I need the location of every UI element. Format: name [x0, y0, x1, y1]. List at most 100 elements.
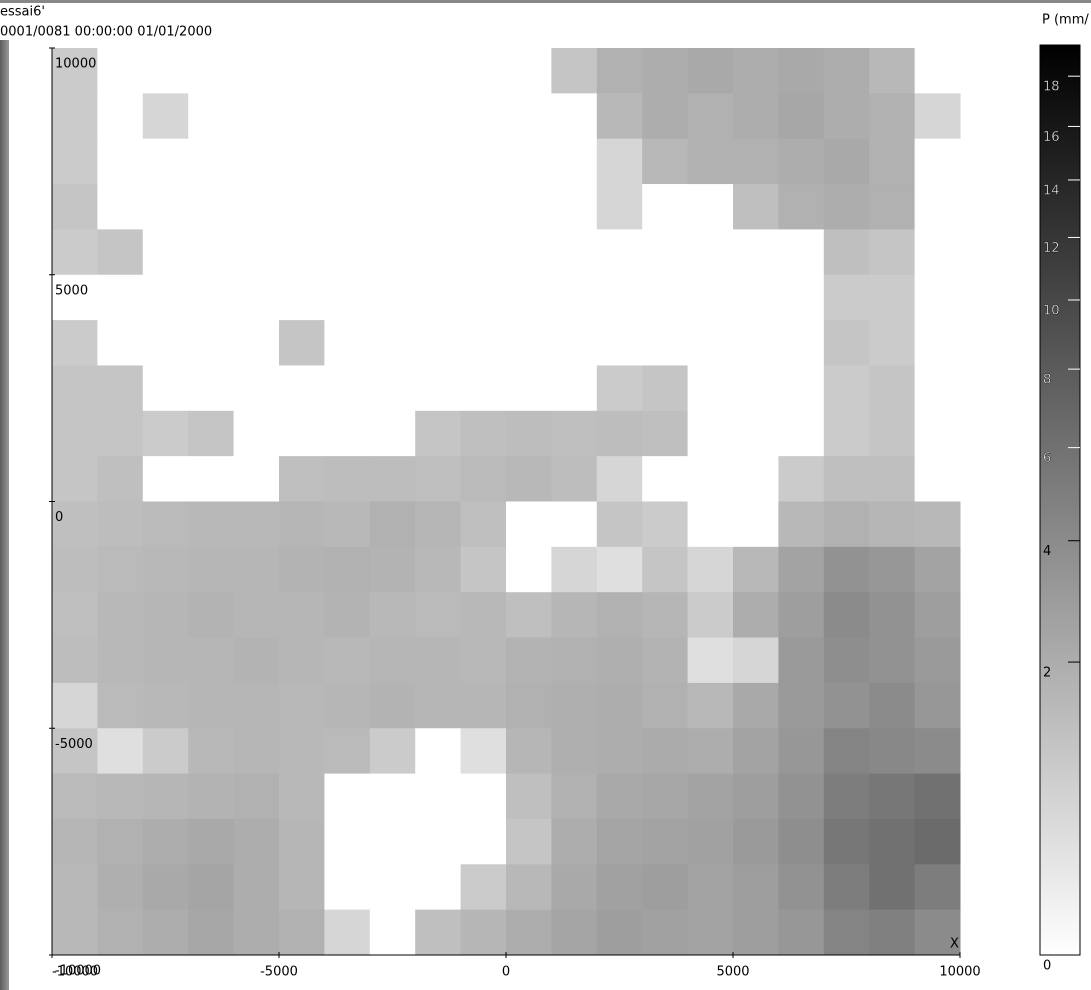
cell [915, 365, 961, 411]
cell [733, 864, 779, 910]
cell [234, 728, 280, 774]
cell [461, 411, 507, 457]
cell [143, 864, 189, 910]
cell [733, 547, 779, 593]
cell [778, 456, 824, 502]
cell [97, 365, 143, 411]
cell [461, 819, 507, 865]
cell [324, 819, 370, 865]
cell [188, 456, 234, 502]
cell [143, 819, 189, 865]
cell [506, 365, 552, 411]
cell [461, 456, 507, 502]
cell [824, 683, 870, 729]
cell [506, 456, 552, 502]
cell [234, 910, 280, 956]
window-top [0, 0, 1091, 3]
cell [415, 48, 461, 94]
cell [97, 592, 143, 638]
cell [234, 365, 280, 411]
cell [688, 48, 734, 94]
cell [52, 456, 98, 502]
cell [188, 819, 234, 865]
cell [733, 139, 779, 185]
cell [370, 139, 416, 185]
cell [188, 683, 234, 729]
cell [324, 683, 370, 729]
cell [415, 774, 461, 820]
colorbar-tick-label: 8 [1043, 373, 1051, 388]
cell [143, 547, 189, 593]
cell [234, 638, 280, 684]
cell [778, 275, 824, 321]
cell [279, 139, 325, 185]
cell [597, 728, 643, 774]
cell [597, 547, 643, 593]
cell [778, 910, 824, 956]
cell [642, 774, 688, 820]
cell [97, 456, 143, 502]
cell [551, 275, 597, 321]
cell [551, 864, 597, 910]
cell [688, 502, 734, 548]
cell [915, 411, 961, 457]
cell [143, 502, 189, 548]
cell [188, 365, 234, 411]
cell [642, 320, 688, 366]
cell [869, 502, 915, 548]
cell [188, 229, 234, 275]
cell [597, 774, 643, 820]
cell [143, 638, 189, 684]
subtitle: 0001/0081 00:00:00 01/01/2000 [0, 25, 212, 40]
cell [324, 320, 370, 366]
x-tick-label: 10000 [939, 965, 980, 980]
cell [869, 547, 915, 593]
cell [506, 774, 552, 820]
cell [915, 864, 961, 910]
cell [279, 365, 325, 411]
cell [143, 774, 189, 820]
cell [461, 547, 507, 593]
colorbar [1040, 45, 1080, 955]
cell [279, 502, 325, 548]
plot [52, 48, 961, 956]
cell [915, 184, 961, 230]
cell [824, 365, 870, 411]
cell [824, 275, 870, 321]
cell [324, 774, 370, 820]
cell [415, 592, 461, 638]
cell [52, 638, 98, 684]
cell [642, 864, 688, 910]
cell [915, 93, 961, 139]
cell [370, 864, 416, 910]
cell [824, 411, 870, 457]
cell [279, 229, 325, 275]
cell [97, 864, 143, 910]
cell [824, 184, 870, 230]
cell [52, 320, 98, 366]
cell [370, 456, 416, 502]
cell [869, 320, 915, 366]
cell [869, 139, 915, 185]
cell [642, 547, 688, 593]
cell [551, 910, 597, 956]
cell [688, 365, 734, 411]
cell [778, 411, 824, 457]
cell [97, 638, 143, 684]
cell [551, 592, 597, 638]
cell [778, 864, 824, 910]
cell [506, 93, 552, 139]
cell [824, 229, 870, 275]
cell [461, 683, 507, 729]
cell [778, 229, 824, 275]
cell [869, 48, 915, 94]
cell [506, 910, 552, 956]
cell [824, 48, 870, 94]
cell [415, 547, 461, 593]
cell [415, 320, 461, 366]
cell [370, 411, 416, 457]
cell [415, 93, 461, 139]
cell [415, 184, 461, 230]
cell [597, 184, 643, 230]
cell [97, 774, 143, 820]
